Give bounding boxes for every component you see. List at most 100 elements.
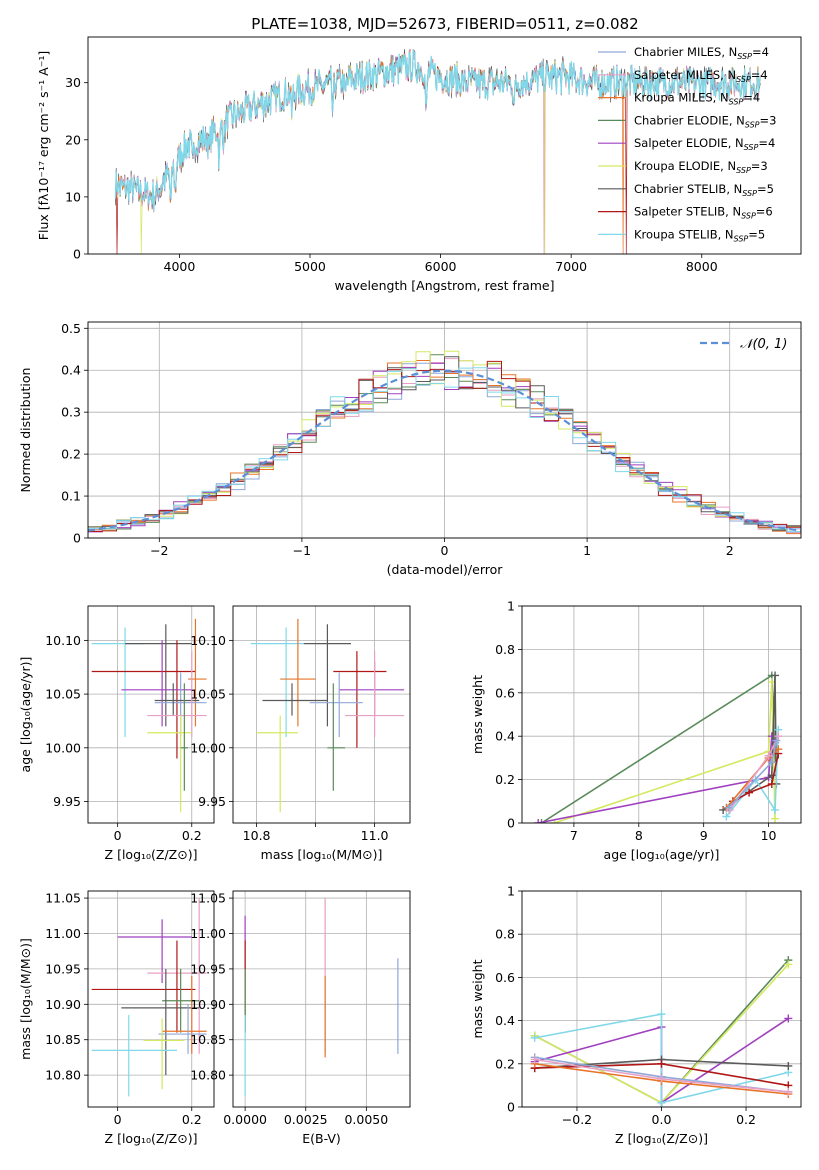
x-tick-label: 9 [700, 828, 708, 843]
mass_vs_Z-ylabel: mass [log₁₀(M/M⊙)] [18, 938, 33, 1060]
mass_weight_vs_age-axes: 7 8 9 10 0 0.2 0.4 0.6 0.8 1 age [log₁₀(age/yr)] ma… [470, 599, 802, 862]
plus-marker [767, 779, 776, 788]
y-tick-label: 10.80 [45, 1068, 81, 1083]
y-tick-label: 10.90 [45, 997, 81, 1012]
y-tick-label: 0.4 [61, 363, 81, 378]
y-tick-label: 20 [65, 132, 81, 147]
y-tick-label: 0 [507, 816, 515, 831]
x-tick-label: −1 [293, 543, 311, 558]
x-tick-label: 0.0050 [344, 1112, 388, 1127]
y-tick-label: 1 [507, 884, 515, 899]
mass_vs_Z-plot-area [91, 898, 207, 1097]
plus-marker [771, 671, 780, 680]
y-tick-label: 0.8 [495, 927, 515, 942]
x-tick-label: 11.0 [361, 828, 389, 843]
mass_weight_vs_age-ylabel: mass weight [470, 675, 485, 754]
x-tick-label: 0.2 [182, 1112, 202, 1127]
spectrum-frame [87, 36, 802, 255]
y-tick-label: 0.2 [495, 1056, 515, 1071]
x-tick-label: 0 [114, 828, 122, 843]
mass_vs_Z-frame [87, 890, 215, 1108]
mass-weight-line [554, 681, 776, 823]
mass_vs_Z-axes: 0 0.2 10.80 10.85 10.90 10.95 11.00 11.05 Z [log… [18, 890, 215, 1146]
y-tick-label: 9.95 [198, 794, 226, 809]
residuals-plot-area [88, 350, 801, 537]
plus-marker [657, 1074, 666, 1083]
age_vs_mass-plot-area [250, 618, 405, 813]
mass_vs_EBV-plot-area [244, 898, 399, 1097]
y-tick-label: 10.10 [190, 633, 226, 648]
x-tick-label: 0.2 [182, 828, 202, 843]
legend-label: Kroupa ELODIE, NSSP=3 [634, 159, 768, 175]
plus-marker [771, 805, 780, 814]
mass_weight_vs_Z-plot-area [530, 956, 793, 1107]
figure-title: PLATE=1038, MJD=52673, FIBERID=0511, z=0… [251, 15, 638, 33]
spectrum-legend: Chabrier MILES, NSSP=4 Salpeter MILES, NS… [598, 45, 776, 243]
y-tick-label: 11.00 [190, 926, 226, 941]
plus-marker [764, 751, 773, 760]
y-tick-label: 11.05 [45, 891, 81, 906]
mass_vs_EBV-axes: 0.0000 0.0025 0.0050 10.80 10.85 10.90 10.95 11… [190, 890, 411, 1146]
residuals-ylabel: Normed distribution [18, 368, 33, 493]
y-tick-label: 10.00 [190, 740, 226, 755]
mass_vs_EBV-xlabel: E(B-V) [302, 1131, 341, 1146]
age_vs_mass-xlabel: mass [log₁₀(M/M⊙)] [261, 847, 383, 862]
age_vs_Z-plot-area [91, 618, 207, 813]
y-tick-label: 0.4 [495, 1013, 515, 1028]
plus-marker [745, 788, 754, 797]
x-tick-label: 10 [761, 828, 777, 843]
age_vs_mass-frame [232, 605, 411, 824]
x-tick-label: 0 [114, 1112, 122, 1127]
y-tick-label: 10.90 [190, 997, 226, 1012]
x-tick-label: 0 [441, 543, 449, 558]
mass_weight_vs_age-plot-area [534, 671, 783, 823]
age_vs_mass-axes: 10.8 11.0 9.95 10.00 10.05 10.10 mass [log₁₀(M… [190, 605, 411, 862]
mass_vs_Z-xlabel: Z [log₁₀(Z/Z⊙)] [105, 1131, 198, 1146]
y-tick-label: 0.6 [495, 970, 515, 985]
plus-marker [772, 736, 781, 745]
y-tick-label: 10.95 [45, 961, 81, 976]
mass_weight_vs_Z-xlabel: Z [log₁₀(Z/Z⊙)] [615, 1131, 708, 1146]
plus-marker [784, 1087, 793, 1096]
y-tick-label: 10.00 [45, 740, 81, 755]
y-tick-label: 9.95 [53, 794, 81, 809]
x-tick-label: 6000 [425, 259, 457, 274]
x-tick-label: −2 [150, 543, 168, 558]
y-tick-label: 0 [73, 531, 81, 546]
plus-marker [534, 819, 543, 823]
plus-marker [724, 803, 733, 812]
age_vs_Z-ylabel: age [log₁₀(age/yr)] [18, 657, 33, 773]
mass-weight-line [541, 673, 776, 823]
legend-label: Chabrier MILES, NSSP=4 [634, 45, 769, 61]
plus-marker [530, 1055, 539, 1064]
y-tick-label: 11.05 [190, 891, 226, 906]
x-tick-label: −0.2 [562, 1112, 592, 1127]
mass-weight-line [732, 753, 780, 803]
plus-marker [784, 960, 793, 969]
y-tick-label: 10.85 [45, 1032, 81, 1047]
legend-label: Chabrier STELIB, NSSP=5 [634, 182, 774, 198]
spectrum-line [114, 49, 761, 212]
plus-marker [657, 1059, 666, 1068]
x-tick-label: 2 [726, 543, 734, 558]
spectrum-ylabel: Flux [fλ10⁻¹⁷ erg cm⁻² s⁻¹ A⁻¹] [36, 51, 51, 240]
x-tick-label: 4000 [164, 259, 196, 274]
x-tick-label: 7000 [555, 259, 587, 274]
y-tick-label: 0.5 [61, 321, 81, 336]
y-tick-label: 10.85 [190, 1032, 226, 1047]
legend-label: Kroupa MILES, NSSP=4 [634, 91, 760, 107]
plus-marker [784, 1061, 793, 1070]
y-tick-label: 10.10 [45, 633, 81, 648]
y-tick-label: 10.80 [190, 1068, 226, 1083]
legend-label: Chabrier ELODIE, NSSP=3 [634, 113, 776, 129]
x-tick-label: 0.2 [736, 1112, 756, 1127]
x-tick-label: 0.0 [652, 1112, 672, 1127]
legend-label: 𝒩(0, 1) [740, 337, 787, 352]
spectrum-plot-area [114, 48, 761, 254]
y-tick-label: 0.4 [495, 729, 515, 744]
mass_weight_vs_age-frame [521, 605, 802, 824]
histogram-step [88, 367, 801, 535]
y-tick-label: 0 [507, 1100, 515, 1115]
plus-marker [774, 745, 783, 754]
y-tick-label: 0 [73, 247, 81, 262]
